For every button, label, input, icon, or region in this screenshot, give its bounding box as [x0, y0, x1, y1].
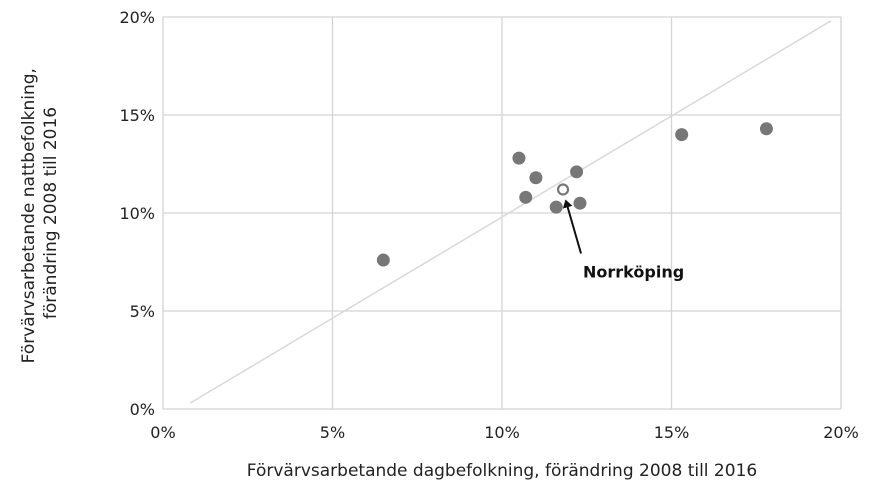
- data-point: [573, 196, 587, 210]
- data-point: [512, 151, 526, 165]
- x-tick-label: 10%: [484, 423, 520, 442]
- y-tick-label: 20%: [119, 8, 155, 27]
- data-point: [570, 165, 584, 179]
- annotation-label: Norrköping: [583, 262, 684, 281]
- y-axis-title-line-2: förändring 2008 till 2016: [41, 107, 61, 319]
- y-tick-label: 5%: [130, 302, 155, 321]
- highlight-point: [556, 183, 570, 196]
- data-point: [529, 171, 543, 185]
- data-point: [549, 200, 563, 214]
- data-point: [759, 122, 773, 136]
- y-axis-title: Förvärvsarbetande nattbefolkning, föränd…: [19, 63, 61, 364]
- y-axis-title-line-1: Förvärvsarbetande nattbefolkning,: [19, 68, 39, 363]
- y-tick-label: 15%: [119, 106, 155, 125]
- x-tick-label: 0%: [150, 423, 175, 442]
- reference-line: [189, 20, 832, 404]
- x-tick-label: 5%: [320, 423, 345, 442]
- x-tick-label: 20%: [823, 423, 859, 442]
- data-point: [675, 128, 689, 142]
- y-tick-label: 0%: [130, 400, 155, 419]
- tick-labels: 0% 5% 10% 15% 20% 0% 5% 10% 15% 20%: [119, 8, 858, 442]
- annotation-arrow: [562, 199, 582, 254]
- data-point: [376, 253, 390, 267]
- x-tick-label: 15%: [654, 423, 690, 442]
- data-point: [519, 190, 533, 204]
- data-points: [376, 122, 773, 267]
- annotation: Norrköping: [562, 199, 684, 281]
- y-tick-label: 10%: [119, 204, 155, 223]
- grid: [162, 16, 842, 410]
- x-axis-title: Förvärvsarbetande dagbefolkning, förändr…: [247, 461, 757, 481]
